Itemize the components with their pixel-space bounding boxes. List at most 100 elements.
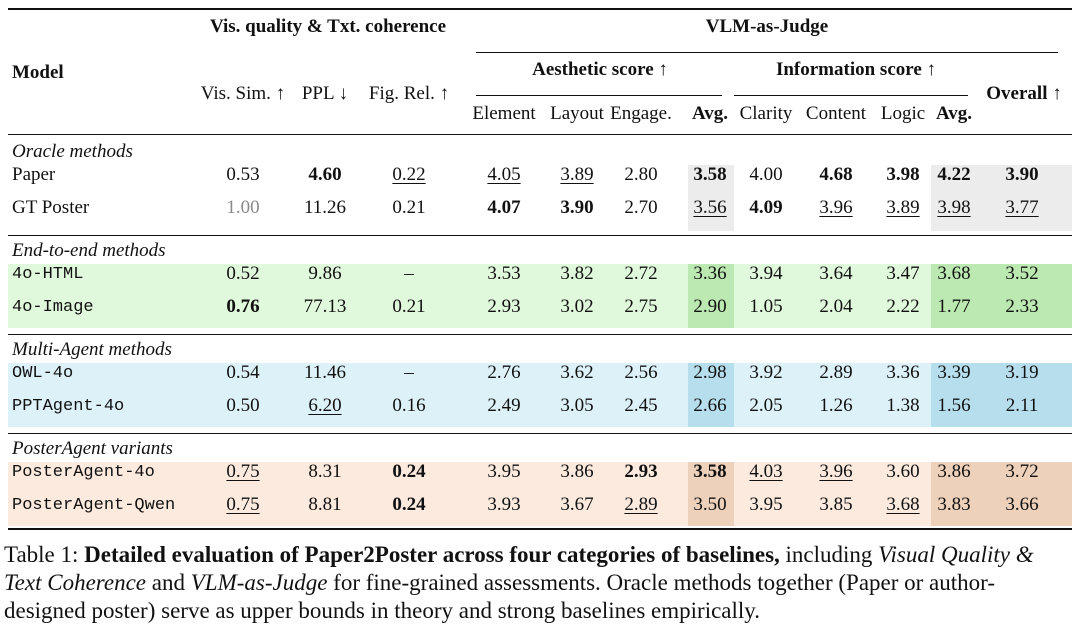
table-cell: 0.50: [226, 395, 260, 416]
header-vlm-judge: VLM-as-Judge: [705, 16, 829, 37]
table-cell: 3.89: [560, 164, 594, 185]
highlight-band: [975, 264, 1072, 328]
table-cell: 3.90: [560, 197, 594, 218]
table-cell: 2.11: [1005, 395, 1039, 416]
highlight-band: [931, 165, 975, 231]
highlight-band: [688, 264, 734, 328]
section-title: End-to-end methods: [12, 240, 166, 261]
column-header: Logic: [880, 103, 926, 124]
table-cell: 3.66: [1005, 494, 1039, 515]
header-overall: Overall ↑: [986, 83, 1062, 104]
table-cell: 11.46: [303, 362, 347, 383]
table-cell: 3.47: [886, 263, 920, 284]
table-cell: 2.05: [749, 395, 783, 416]
table-cell: 11.26: [303, 197, 347, 218]
table-cell: 1.00: [226, 197, 260, 218]
model-name: PosterAgent-4o: [12, 463, 155, 482]
table-cell: 3.86: [937, 461, 971, 482]
header-vis-quality: Vis. quality & Txt. coherence: [209, 16, 447, 37]
table-cell: 8.31: [308, 461, 342, 482]
table-cell: 3.39: [937, 362, 971, 383]
caption-part3: for fine-grained assessments. Oracle met…: [4, 570, 996, 623]
table-cell: 3.53: [487, 263, 521, 284]
table-cell: 3.92: [749, 362, 783, 383]
header-aesthetic: Aesthetic score ↑: [532, 59, 668, 80]
table-cell: 0.24: [392, 461, 426, 482]
table-cell: 1.05: [749, 296, 783, 317]
table-cell: 2.93: [487, 296, 521, 317]
table-cell: 3.60: [886, 461, 920, 482]
caption-part1: including: [779, 542, 879, 567]
table-cell: 4.68: [819, 164, 853, 185]
table-cell: 3.94: [749, 263, 783, 284]
model-name: Paper: [12, 164, 56, 185]
table-cell: 3.98: [937, 197, 971, 218]
table-cell: 1.77: [937, 296, 971, 317]
table-cell: 0.21: [392, 296, 426, 317]
table-cell: 3.62: [560, 362, 594, 383]
table-cell: 3.64: [819, 263, 853, 284]
table-cell: 0.53: [226, 164, 260, 185]
table-cell: 0.21: [392, 197, 426, 218]
highlight-band: [931, 462, 975, 526]
highlight-band: [975, 165, 1072, 231]
table-cell: 3.72: [1005, 461, 1039, 482]
table-cell: 3.67: [560, 494, 594, 515]
table-cell: 1.26: [819, 395, 853, 416]
section-shade: [8, 462, 1072, 526]
caption-label: Table 1:: [4, 542, 85, 567]
table-cell: 2.49: [487, 395, 521, 416]
table-cell: 3.90: [1005, 164, 1039, 185]
highlight-band: [975, 363, 1072, 427]
table-cell: 3.05: [560, 395, 594, 416]
table-cell: 2.72: [624, 263, 658, 284]
section-title: PosterAgent variants: [12, 438, 173, 459]
table-cell: 8.81: [308, 494, 342, 515]
table-cell: 3.68: [886, 494, 920, 515]
table-cell: 3.86: [560, 461, 594, 482]
information-rule: [734, 95, 968, 96]
table-cell: 3.68: [937, 263, 971, 284]
highlight-band: [688, 462, 734, 526]
table-cell: 1.38: [886, 395, 920, 416]
table-cell: –: [404, 263, 414, 284]
table-cell: 2.22: [886, 296, 920, 317]
table-cell: 0.22: [392, 164, 426, 185]
section-title: Oracle methods: [12, 141, 133, 162]
table-cell: 3.95: [487, 461, 521, 482]
table-cell: 4.60: [308, 164, 342, 185]
model-name: OWL-4o: [12, 364, 74, 383]
table-cell: 0.76: [226, 296, 260, 317]
table-cell: 3.95: [749, 494, 783, 515]
table-cell: 4.05: [487, 164, 521, 185]
table-cell: 2.76: [487, 362, 521, 383]
table-cell: 3.58: [693, 164, 727, 185]
table-cell: 2.33: [1005, 296, 1039, 317]
column-header: Layout: [550, 103, 604, 124]
table-cell: 2.75: [624, 296, 658, 317]
table-cell: 2.80: [624, 164, 658, 185]
column-header: Avg.: [935, 103, 973, 124]
section-title: Multi-Agent methods: [12, 339, 172, 360]
table-cell: 2.66: [693, 395, 727, 416]
table-cell: 3.96: [819, 197, 853, 218]
table-cell: 4.00: [749, 164, 783, 185]
caption-part2: and: [146, 570, 191, 595]
table-cell: 2.93: [624, 461, 658, 482]
table-cell: 2.56: [624, 362, 658, 383]
column-header: Avg.: [691, 103, 729, 124]
table-cell: 3.36: [693, 263, 727, 284]
table-cell: 6.20: [308, 395, 342, 416]
table-cell: 3.96: [819, 461, 853, 482]
table-cell: 4.22: [937, 164, 971, 185]
table-cell: 3.52: [1005, 263, 1039, 284]
table-cell: 0.52: [226, 263, 260, 284]
table-cell: 0.75: [226, 494, 260, 515]
model-name: PPTAgent-4o: [12, 397, 125, 416]
top-rule: [8, 8, 1072, 10]
table-cell: 2.90: [693, 296, 727, 317]
highlight-band: [931, 264, 975, 328]
table-cell: 3.89: [886, 197, 920, 218]
highlight-band: [688, 165, 734, 231]
table-cell: 3.85: [819, 494, 853, 515]
